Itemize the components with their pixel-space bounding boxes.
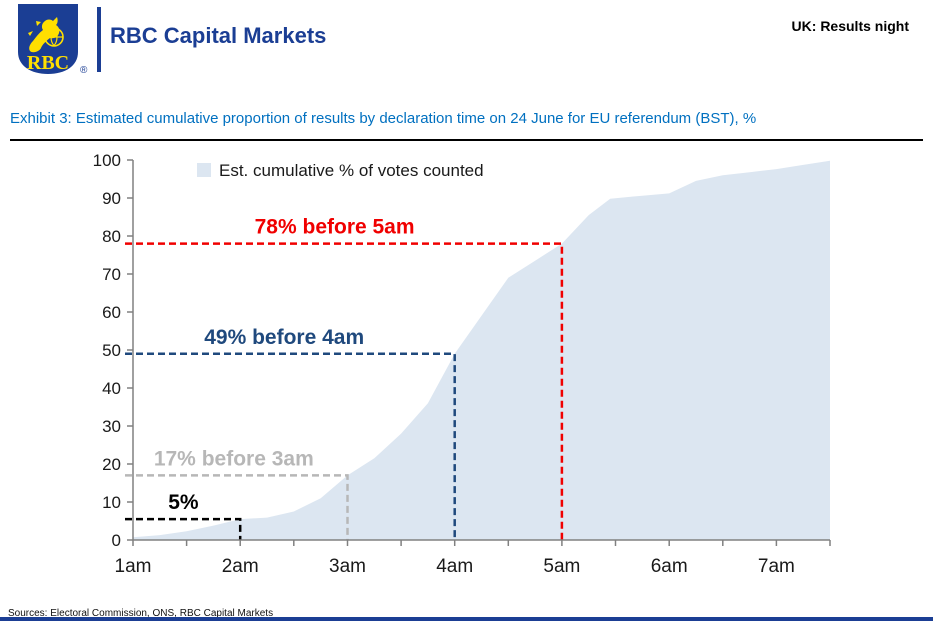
sources-note: Sources: Electoral Commission, ONS, RBC … xyxy=(8,608,274,619)
annotation-line-78-percent-before-5am xyxy=(125,242,564,540)
x-axis-tick-label: 4am xyxy=(436,556,473,577)
legend-swatch xyxy=(197,163,211,177)
x-axis-tick-label: 5am xyxy=(543,556,580,577)
y-axis-tick-label: 40 xyxy=(102,379,121,398)
annotation-line-17-percent-before-3am xyxy=(125,474,349,540)
lion-and-globe-icon xyxy=(28,17,64,53)
x-axis-tick-label: 3am xyxy=(329,556,366,577)
y-axis-tick-label: 80 xyxy=(102,227,121,246)
y-axis-tick-label: 70 xyxy=(102,265,121,284)
bottom-bar xyxy=(0,617,933,621)
annotation-label-78-percent-before-5am: 78% before 5am xyxy=(255,216,415,239)
registered-trademark-symbol: ® xyxy=(80,65,88,76)
x-axis-tick-label: 7am xyxy=(758,556,795,577)
y-axis-tick-label: 100 xyxy=(93,151,121,170)
y-axis-tick-label: 60 xyxy=(102,303,121,322)
title-rule xyxy=(10,139,923,141)
annotation-label-5-percent-before-2am: 5% xyxy=(168,491,199,514)
legend-label: Est. cumulative % of votes counted xyxy=(219,161,484,180)
y-axis-tick-label: 30 xyxy=(102,417,121,436)
y-axis-tick-label: 90 xyxy=(102,189,121,208)
report-topic: UK: Results night xyxy=(791,18,909,34)
annotation-line-49-percent-before-4am xyxy=(125,352,456,540)
y-axis-tick-label: 10 xyxy=(102,493,121,512)
area-series xyxy=(133,160,830,541)
rbc-shield-icon: RBC xyxy=(18,4,78,74)
logo-separator xyxy=(97,7,101,72)
rbc-logo: RBC ® xyxy=(16,3,102,79)
logo-wordmark: RBC xyxy=(27,52,69,74)
x-axis-tick-label: 1am xyxy=(115,556,152,577)
x-axis-tick-label: 6am xyxy=(651,556,688,577)
brand-title: RBC Capital Markets xyxy=(110,22,327,48)
exhibit-title: Exhibit 3: Estimated cumulative proporti… xyxy=(10,110,757,127)
x-axis-tick-label: 2am xyxy=(222,556,259,577)
y-axis-tick-label: 0 xyxy=(112,531,121,550)
y-axis-tick-label: 20 xyxy=(102,455,121,474)
annotation-label-49-percent-before-4am: 49% before 4am xyxy=(204,326,364,349)
y-axis-tick-label: 50 xyxy=(102,341,121,360)
annotation-label-17-percent-before-3am: 17% before 3am xyxy=(154,447,314,470)
annotation-line-5-percent-before-2am xyxy=(125,517,242,540)
